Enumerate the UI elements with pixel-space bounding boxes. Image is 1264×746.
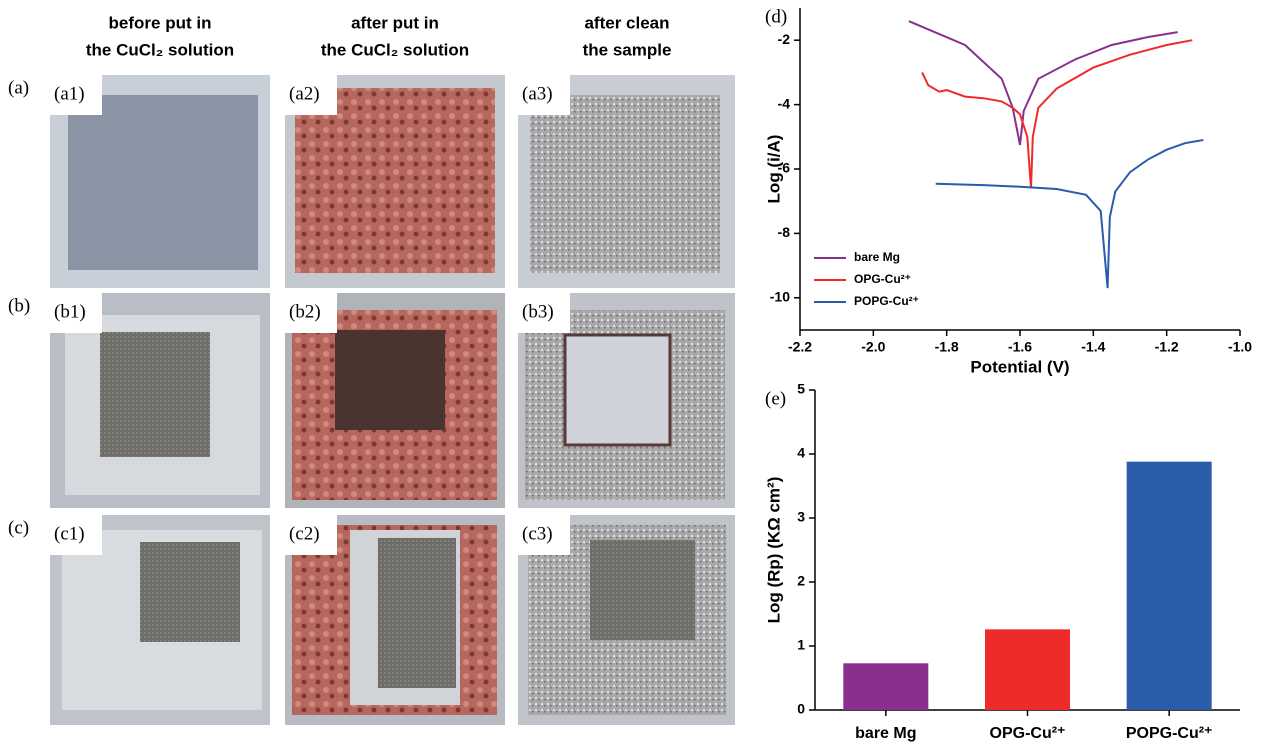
- x-tick-label: OPG-Cu²⁺: [990, 725, 1066, 742]
- x-tick-label: bare Mg: [855, 725, 916, 742]
- column-header: after clean: [584, 13, 669, 32]
- y-tick-label: -2: [778, 31, 791, 47]
- panel-label: (d): [765, 6, 787, 27]
- bar: [1127, 462, 1212, 710]
- x-tick-label: -1.8: [935, 339, 959, 355]
- x-tick-label: POPG-Cu²⁺: [1126, 725, 1213, 742]
- panel-label: (c2): [289, 523, 320, 544]
- sample: [100, 332, 210, 457]
- series-line: [936, 140, 1204, 288]
- y-tick-label: 4: [797, 445, 805, 461]
- column-header: after put in: [351, 13, 439, 32]
- panel-label: (a1): [54, 83, 85, 104]
- photos: [50, 75, 735, 725]
- panel-label: (b2): [289, 301, 321, 322]
- panel-label: (b3): [522, 301, 554, 322]
- y-tick-label: -4: [778, 95, 791, 111]
- bar: [843, 663, 928, 710]
- sample: [140, 542, 240, 642]
- panel-label: (a3): [522, 83, 553, 104]
- y-tick-label: 1: [797, 637, 805, 653]
- row-label: (b): [8, 295, 30, 316]
- y-tick-label: 3: [797, 509, 805, 525]
- y-tick-label: -10: [770, 289, 790, 305]
- y-tick-label: 2: [797, 573, 805, 589]
- legend-label: POPG-Cu²⁺: [854, 294, 919, 308]
- column-header: before put in: [109, 13, 212, 32]
- x-tick-label: -1.0: [1228, 339, 1252, 355]
- panel-label: (b1): [54, 301, 86, 322]
- series-line: [909, 21, 1178, 145]
- column-header: the sample: [583, 40, 672, 59]
- x-axis-label: Potential (V): [970, 357, 1069, 376]
- row-label: (c): [8, 517, 29, 538]
- column-header: the CuCl₂ solution: [86, 40, 234, 59]
- sample: [68, 95, 258, 270]
- sample: [335, 330, 445, 430]
- column-header: the CuCl₂ solution: [321, 40, 469, 59]
- row-label: (a): [8, 77, 29, 98]
- y-tick-label: 0: [797, 701, 805, 717]
- sample: [295, 88, 495, 273]
- sample: [530, 95, 720, 273]
- bar: [985, 629, 1070, 710]
- x-tick-label: -2.2: [788, 339, 812, 355]
- sample: [565, 335, 670, 445]
- sample: [378, 538, 456, 688]
- x-tick-label: -1.6: [1008, 339, 1032, 355]
- figure: before put in the CuCl₂ solution after put…: [0, 0, 1264, 746]
- sample: [590, 540, 695, 640]
- x-tick-label: -1.4: [1081, 339, 1105, 355]
- legend-label: bare Mg: [854, 250, 900, 264]
- y-axis-label: Log (i/A): [764, 135, 783, 204]
- y-tick-label: -8: [778, 224, 791, 240]
- charts: (d)-10-8-6-4-2-2.2-2.0-1.8-1.6-1.4-1.2-1…: [764, 6, 1252, 742]
- legend-label: OPG-Cu²⁺: [854, 272, 911, 286]
- panel-label: (c1): [54, 523, 85, 544]
- panel-label: (a2): [289, 83, 320, 104]
- series-line: [922, 40, 1192, 188]
- panel-label: (e): [765, 388, 786, 409]
- x-tick-label: -1.2: [1155, 339, 1179, 355]
- x-tick-label: -2.0: [861, 339, 885, 355]
- panel-label: (c3): [522, 523, 553, 544]
- y-tick-label: 5: [797, 381, 805, 397]
- y-axis-label: Log (Rp) (KΩ cm²): [764, 477, 783, 624]
